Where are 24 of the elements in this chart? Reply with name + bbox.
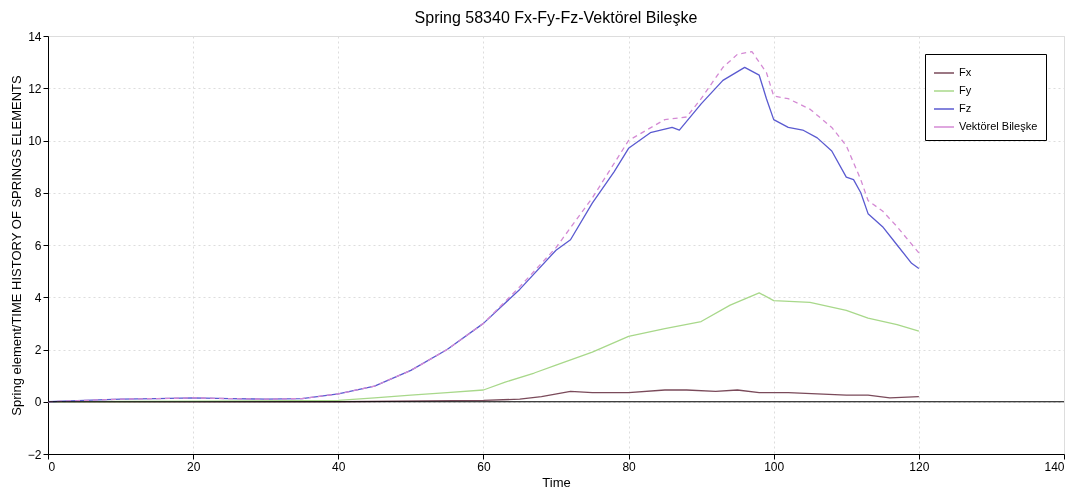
y-tick-label: 6	[34, 238, 42, 253]
chart-title: Spring 58340 Fx-Fy-Fz-Vektörel Bileşke	[414, 9, 698, 26]
x-axis-title: Time	[542, 474, 571, 490]
legend-label: Fz	[959, 102, 972, 114]
y-tick-label: 14	[28, 29, 42, 44]
y-axis-title: Spring element/TIME HISTORY OF SPRINGS ELEMENTS	[8, 75, 24, 416]
y-tick-label: 12	[28, 81, 42, 96]
y-tick-label: 2	[34, 343, 42, 357]
x-tick-label: 0	[48, 459, 56, 474]
y-tick-label: 4	[34, 290, 42, 305]
x-tick-label: 140	[1044, 459, 1065, 474]
y-tick-label: 10	[28, 134, 42, 148]
y-tick-label: 0	[34, 395, 42, 410]
x-tick-label: 120	[909, 459, 930, 474]
x-tick-label: 80	[622, 459, 637, 474]
x-tick-label: 60	[477, 459, 491, 474]
legend-label: Fx	[959, 66, 972, 78]
y-tick-label: 8	[34, 186, 42, 201]
legend-label: Vektörel Bileşke	[959, 120, 1038, 132]
legend-label: Fy	[959, 84, 972, 96]
x-tick-label: 100	[764, 459, 785, 474]
y-tick-label: −2	[27, 447, 42, 462]
x-tick-label: 20	[186, 459, 201, 474]
x-tick-label: 40	[332, 459, 346, 474]
